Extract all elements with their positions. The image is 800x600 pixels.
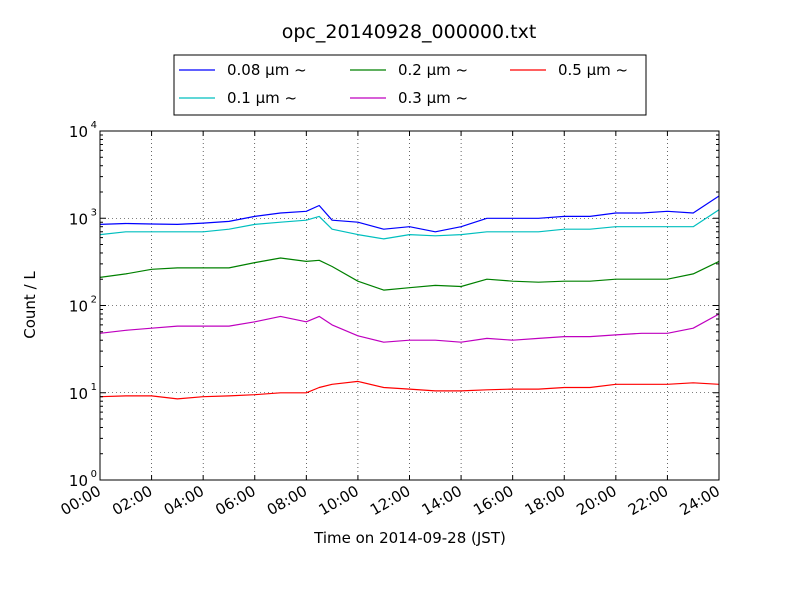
y-tick-label: 10 [69, 210, 88, 228]
legend-label-2: 0.2 μm ~ [398, 61, 468, 79]
x-tick-label: 06:00 [212, 482, 258, 519]
plot-area [100, 131, 719, 480]
series-line-0 [99, 195, 720, 233]
y-tick-exponent: 3 [91, 207, 97, 218]
x-axis-label: Time on 2014-09-28 (JST) [313, 529, 506, 547]
y-tick-exponent: 2 [91, 295, 97, 306]
y-tick-label: 10 [69, 298, 88, 316]
x-tick-label: 20:00 [573, 482, 619, 519]
y-tick-label: 10 [69, 385, 88, 403]
x-tick-label: 08:00 [264, 482, 310, 519]
x-tick-label: 22:00 [625, 482, 671, 519]
x-tick-label: 02:00 [109, 482, 155, 519]
x-tick-label: 24:00 [677, 482, 723, 519]
legend-label-0: 0.08 μm ~ [227, 61, 307, 79]
legend-box [173, 54, 647, 116]
series-line-4 [99, 380, 720, 400]
y-tick-exponent: 4 [91, 120, 97, 131]
x-tick-label: 16:00 [470, 482, 516, 519]
y-tick-exponent: 0 [91, 469, 97, 480]
chart-title: opc_20140928_000000.txt [282, 21, 537, 43]
legend-label-4: 0.5 μm ~ [558, 61, 628, 79]
x-tick-label: 04:00 [161, 482, 207, 519]
series-line-2 [99, 257, 720, 291]
series-line-3 [99, 313, 720, 343]
legend-label-1: 0.1 μm ~ [227, 89, 297, 107]
series-line-1 [99, 209, 720, 240]
y-tick-exponent: 1 [91, 382, 97, 393]
y-axis-label: Count / L [21, 271, 39, 339]
y-tick-label: 10 [69, 123, 88, 141]
legend: 0.08 μm ~ 0.1 μm ~ 0.2 μm ~ 0.3 μm ~ 0.5 μm … [173, 54, 647, 116]
x-tick-label: 14:00 [419, 482, 465, 519]
legend-label-3: 0.3 μm ~ [398, 89, 468, 107]
x-tick-label: 12:00 [367, 482, 413, 519]
x-tick-label: 18:00 [522, 482, 568, 519]
x-tick-label: 10:00 [315, 482, 361, 519]
y-tick-label: 10 [69, 472, 88, 490]
data-lines [99, 195, 720, 400]
